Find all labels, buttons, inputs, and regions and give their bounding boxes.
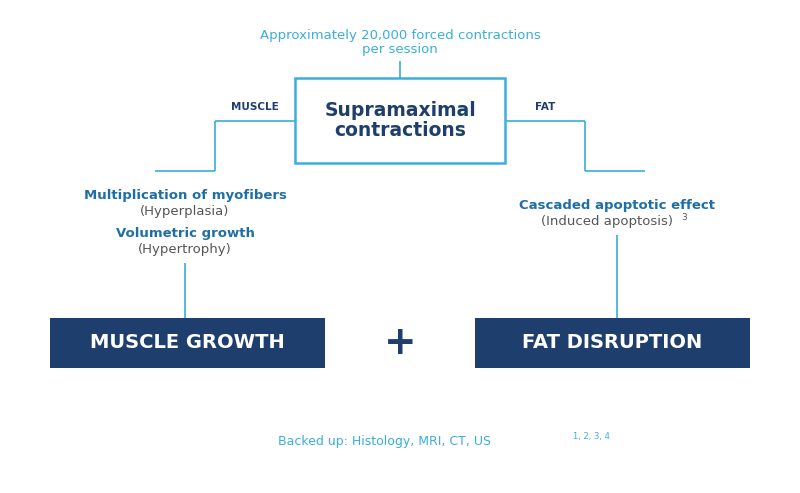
- Text: Cascaded apoptotic effect: Cascaded apoptotic effect: [519, 199, 715, 211]
- Text: per session: per session: [362, 43, 438, 57]
- Text: Multiplication of myofibers: Multiplication of myofibers: [83, 188, 286, 202]
- Text: +: +: [384, 324, 416, 362]
- Text: (Hyperplasia): (Hyperplasia): [140, 206, 230, 218]
- Text: Volumetric growth: Volumetric growth: [115, 226, 254, 240]
- FancyBboxPatch shape: [50, 318, 325, 368]
- Text: (Hypertrophy): (Hypertrophy): [138, 244, 232, 256]
- Text: 1, 2, 3, 4: 1, 2, 3, 4: [573, 432, 610, 442]
- Text: Approximately 20,000 forced contractions: Approximately 20,000 forced contractions: [260, 29, 540, 41]
- Text: 3: 3: [681, 212, 687, 221]
- Text: (Induced apoptosis): (Induced apoptosis): [541, 215, 673, 228]
- Text: FAT DISRUPTION: FAT DISRUPTION: [522, 333, 702, 352]
- Text: Supramaximal: Supramaximal: [324, 101, 476, 119]
- Text: FAT: FAT: [535, 102, 555, 111]
- Text: contractions: contractions: [334, 121, 466, 141]
- Text: MUSCLE: MUSCLE: [231, 102, 279, 111]
- FancyBboxPatch shape: [295, 78, 505, 163]
- FancyBboxPatch shape: [475, 318, 750, 368]
- Text: Backed up: Histology, MRI, CT, US: Backed up: Histology, MRI, CT, US: [278, 434, 491, 448]
- Text: MUSCLE GROWTH: MUSCLE GROWTH: [90, 333, 285, 352]
